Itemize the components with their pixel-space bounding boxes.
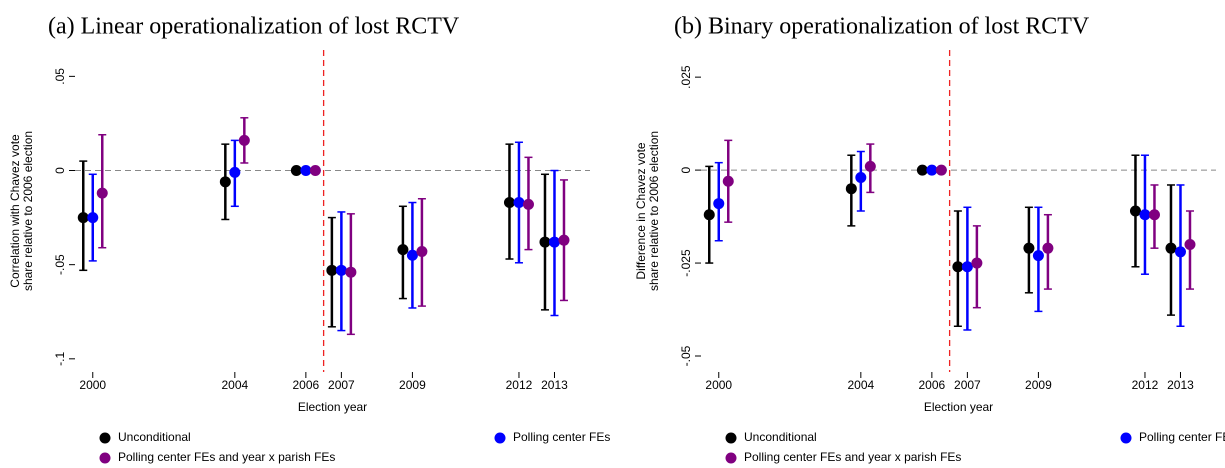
x-tick-label: 2006 bbox=[293, 378, 320, 392]
point bbox=[229, 166, 241, 178]
y-tick-label: -.05 bbox=[679, 345, 693, 366]
point bbox=[1184, 238, 1196, 250]
point bbox=[1129, 205, 1141, 217]
point bbox=[1023, 242, 1035, 254]
y-tick-label: .025 bbox=[679, 65, 693, 89]
point bbox=[326, 264, 338, 276]
point bbox=[713, 198, 725, 210]
point bbox=[961, 261, 973, 273]
point bbox=[1139, 209, 1151, 221]
point bbox=[219, 176, 231, 188]
x-tick-label: 2000 bbox=[705, 378, 732, 392]
y-axis-label: share relative to 2006 election bbox=[647, 131, 661, 291]
point bbox=[522, 198, 534, 210]
point bbox=[1032, 250, 1044, 262]
x-tick-label: 2013 bbox=[1167, 378, 1194, 392]
x-tick-label: 2007 bbox=[954, 378, 981, 392]
point bbox=[77, 212, 89, 224]
point bbox=[96, 187, 108, 199]
x-tick-label: 2004 bbox=[847, 378, 874, 392]
point bbox=[1174, 246, 1186, 258]
panel: (a) Linear operationalization of lost RC… bbox=[8, 14, 610, 465]
x-tick-label: 2006 bbox=[919, 378, 946, 392]
x-tick-label: 2007 bbox=[328, 378, 355, 392]
point bbox=[952, 261, 964, 273]
legend-label: Unconditional bbox=[744, 430, 817, 444]
x-tick-label: 2013 bbox=[541, 378, 568, 392]
legend-marker bbox=[725, 452, 737, 464]
y-axis-label: Correlation with Chavez vote bbox=[8, 134, 22, 288]
legend-marker bbox=[494, 432, 506, 444]
y-tick-label: 0 bbox=[679, 166, 693, 173]
legend-label: Polling center FEs bbox=[513, 430, 610, 444]
legend-label: Polling center FEs bbox=[1139, 430, 1225, 444]
y-tick-label: -.05 bbox=[53, 254, 67, 275]
legend-label: Polling center FEs and year x parish FEs bbox=[744, 450, 961, 464]
point bbox=[1165, 242, 1177, 254]
legend-marker bbox=[99, 432, 111, 444]
point bbox=[300, 165, 312, 177]
y-tick-label: -.025 bbox=[679, 249, 693, 277]
x-tick-label: 2009 bbox=[399, 378, 426, 392]
point bbox=[416, 245, 428, 257]
point bbox=[335, 264, 347, 276]
y-tick-label: 0 bbox=[53, 167, 67, 174]
x-tick-label: 2009 bbox=[1025, 378, 1052, 392]
point bbox=[238, 134, 250, 146]
point bbox=[539, 236, 551, 248]
point bbox=[864, 160, 876, 172]
legend-label: Unconditional bbox=[118, 430, 191, 444]
x-axis-label: Election year bbox=[924, 400, 993, 414]
point bbox=[503, 197, 515, 209]
legend-marker bbox=[99, 452, 111, 464]
panel: (b) Binary operationalization of lost RC… bbox=[634, 14, 1225, 465]
point bbox=[290, 165, 302, 177]
y-tick-label: -.1 bbox=[53, 351, 67, 365]
x-tick-label: 2012 bbox=[1132, 378, 1159, 392]
point bbox=[845, 183, 857, 195]
x-tick-label: 2004 bbox=[221, 378, 248, 392]
point bbox=[558, 234, 570, 246]
x-tick-label: 2012 bbox=[506, 378, 533, 392]
y-tick-label: .05 bbox=[53, 68, 67, 85]
legend-label: Polling center FEs and year x parish FEs bbox=[118, 450, 335, 464]
point bbox=[916, 164, 928, 176]
point bbox=[309, 165, 321, 177]
point bbox=[1042, 242, 1054, 254]
point bbox=[971, 257, 983, 269]
point bbox=[703, 209, 715, 221]
point bbox=[1148, 209, 1160, 221]
point bbox=[722, 175, 734, 187]
legend-marker bbox=[725, 432, 737, 444]
point bbox=[406, 249, 418, 261]
y-axis-label: Difference in Chavez vote bbox=[634, 142, 648, 280]
x-tick-label: 2000 bbox=[79, 378, 106, 392]
panel-title: (a) Linear operationalization of lost RC… bbox=[48, 14, 460, 40]
point bbox=[548, 236, 560, 248]
panel-title: (b) Binary operationalization of lost RC… bbox=[674, 14, 1090, 40]
point bbox=[87, 212, 99, 224]
y-axis-label: share relative to 2006 election bbox=[21, 131, 35, 291]
x-axis-label: Election year bbox=[298, 400, 367, 414]
point bbox=[926, 164, 938, 176]
point bbox=[513, 197, 525, 209]
point bbox=[935, 164, 947, 176]
point bbox=[855, 172, 867, 184]
point bbox=[345, 266, 357, 278]
legend-marker bbox=[1120, 432, 1132, 444]
point bbox=[397, 244, 409, 256]
